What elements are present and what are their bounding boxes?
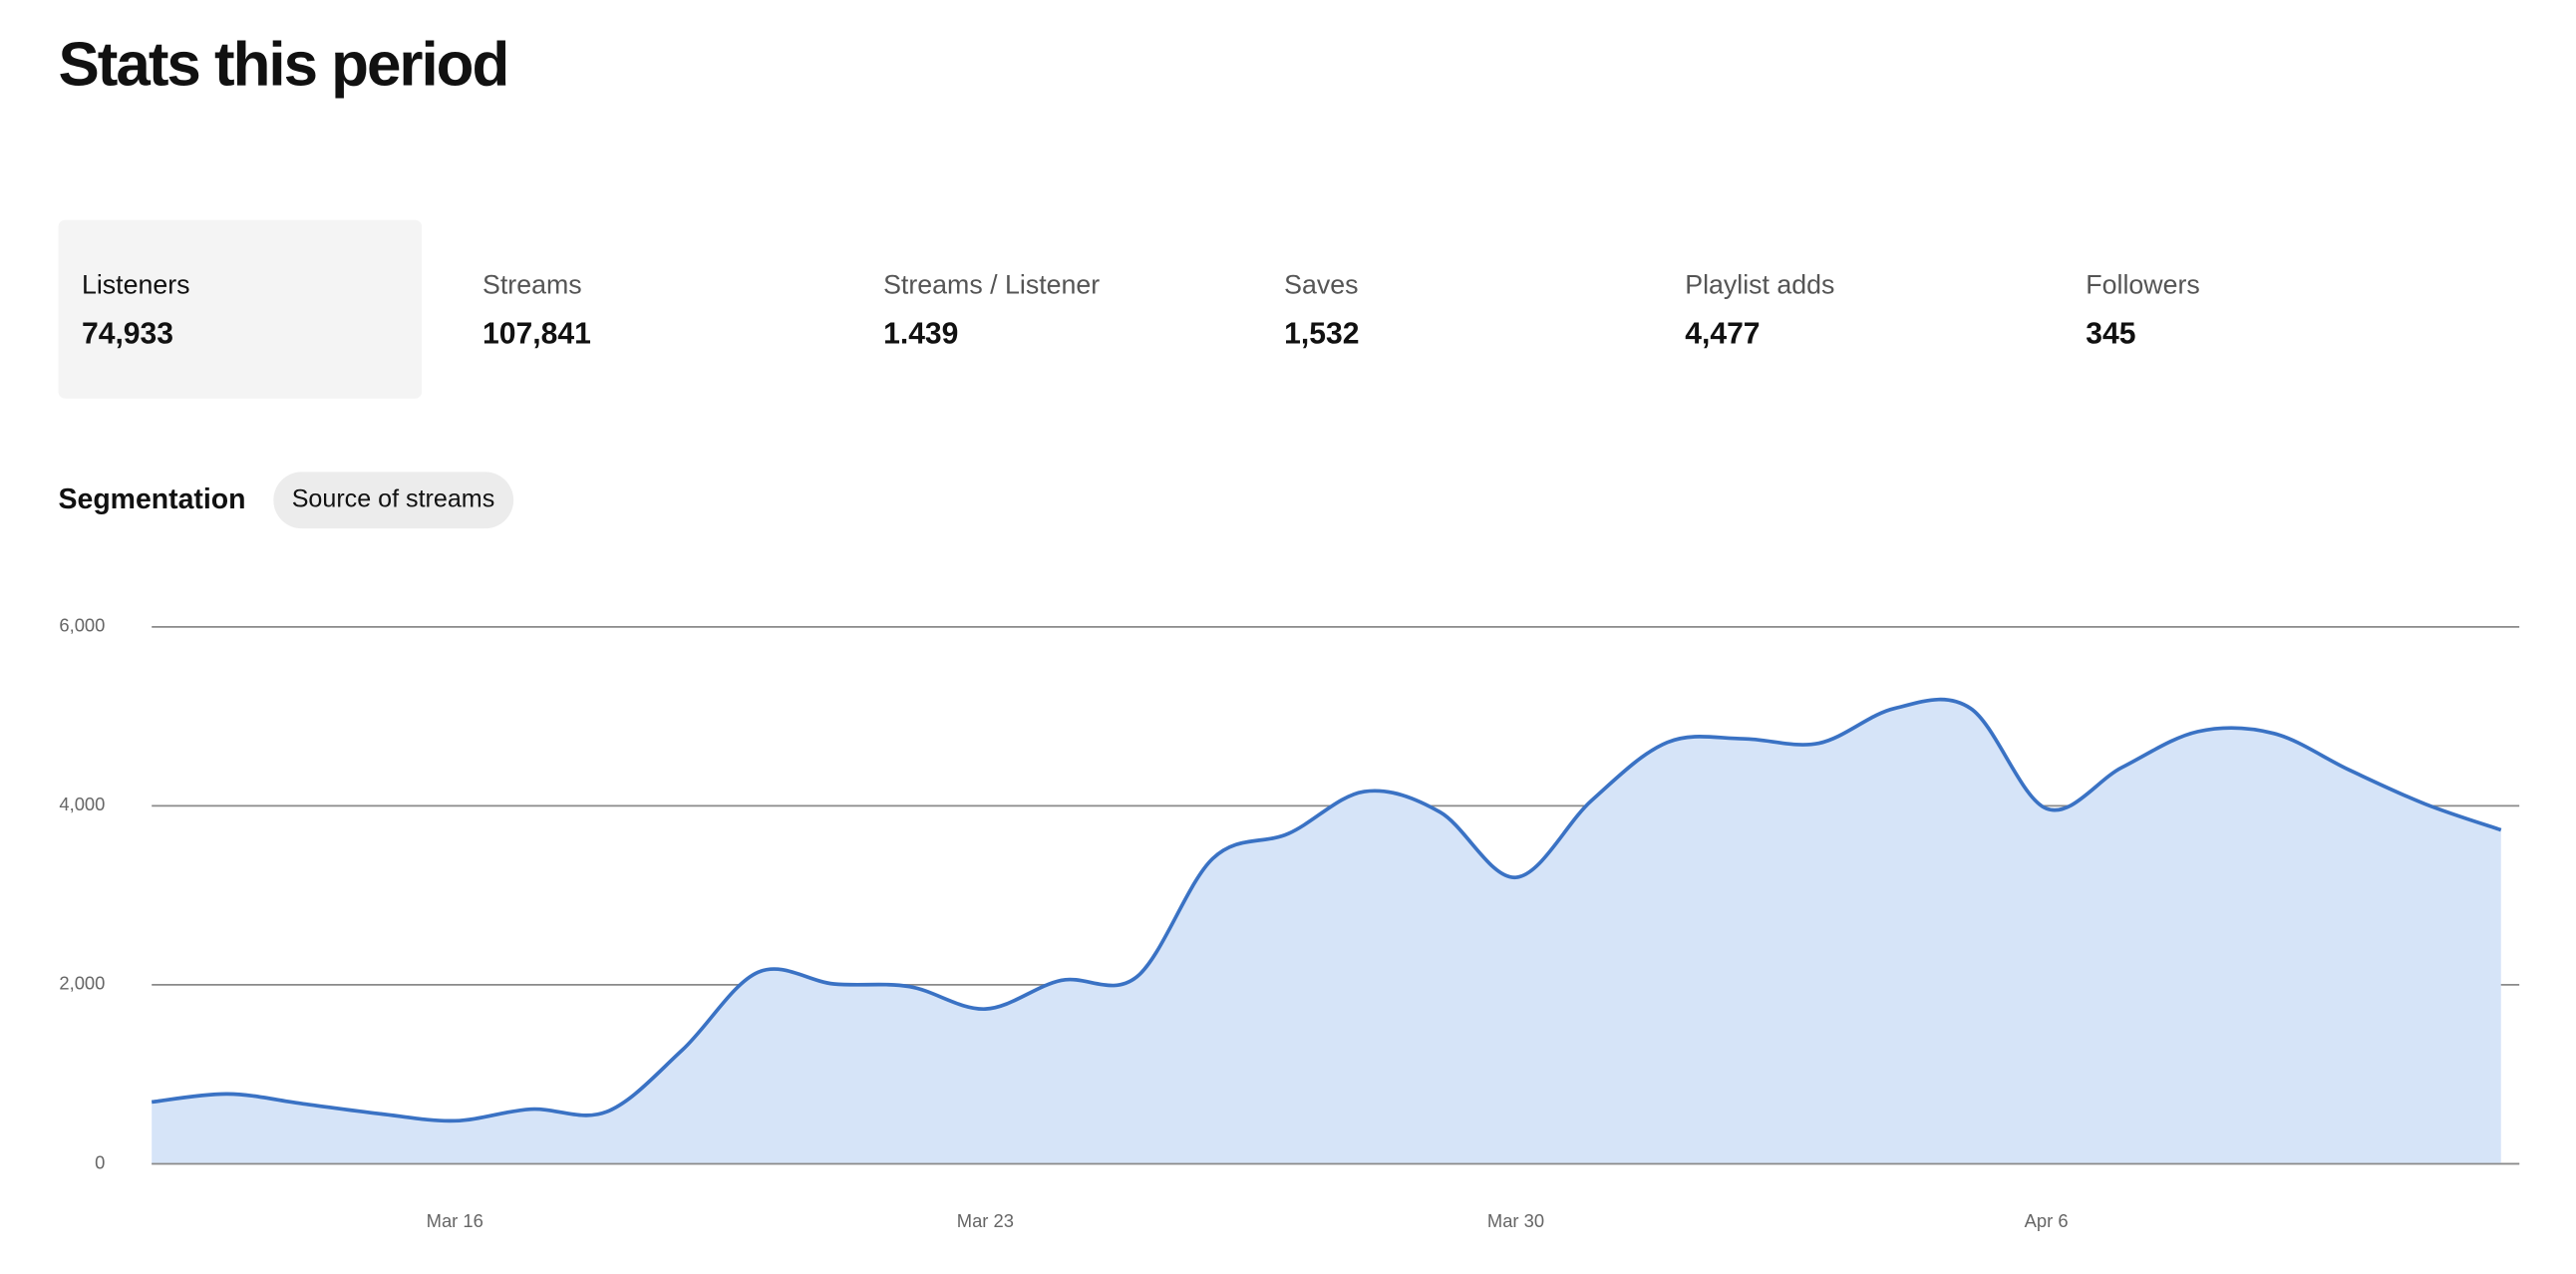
- line: [152, 697, 2502, 1123]
- stat-label: Streams: [483, 271, 582, 301]
- stat-tile[interactable]: Listeners 74,933: [58, 219, 423, 399]
- stat-tile[interactable]: Streams 107,841: [460, 220, 823, 399]
- stat-value: 4,477: [1685, 316, 1761, 351]
- stat-label: Streams / Listener: [883, 271, 1101, 301]
- y-tick-label: 2,000: [59, 973, 105, 994]
- segment-pill[interactable]: Source of streams: [273, 472, 513, 529]
- stat-tile[interactable]: Streams / Listener 1.439: [860, 220, 1224, 399]
- x-tick-label: Apr 6: [2025, 1210, 2069, 1231]
- stat-tile[interactable]: Saves 1,532: [1261, 220, 1625, 399]
- stat-value: 345: [2086, 316, 2136, 351]
- x-tick-label: Mar 23: [957, 1210, 1014, 1231]
- x-tick-label: Mar 16: [427, 1210, 483, 1231]
- stat-label: Playlist adds: [1685, 271, 1835, 301]
- stat-value: 1,532: [1284, 316, 1360, 351]
- stat-value: 1.439: [883, 316, 959, 351]
- stat-label: Listeners: [81, 271, 190, 301]
- y-tick-label: 4,000: [59, 794, 105, 814]
- y-tick-label: 6,000: [59, 615, 105, 636]
- stat-value: 74,933: [81, 316, 174, 351]
- y-tick-label: 0: [95, 1151, 105, 1172]
- area-fill: [152, 699, 2501, 1164]
- stat-label: Saves: [1284, 271, 1359, 301]
- stat-value: 107,841: [483, 316, 591, 351]
- stat-tile[interactable]: Playlist adds 4,477: [1662, 220, 2026, 399]
- x-tick-label: Mar 30: [1487, 1210, 1544, 1231]
- stat-tile[interactable]: Followers 345: [2063, 220, 2426, 399]
- page-title: Stats this period: [58, 30, 510, 99]
- stat-label: Followers: [2086, 271, 2200, 301]
- segmentation-label: Segmentation: [58, 483, 246, 515]
